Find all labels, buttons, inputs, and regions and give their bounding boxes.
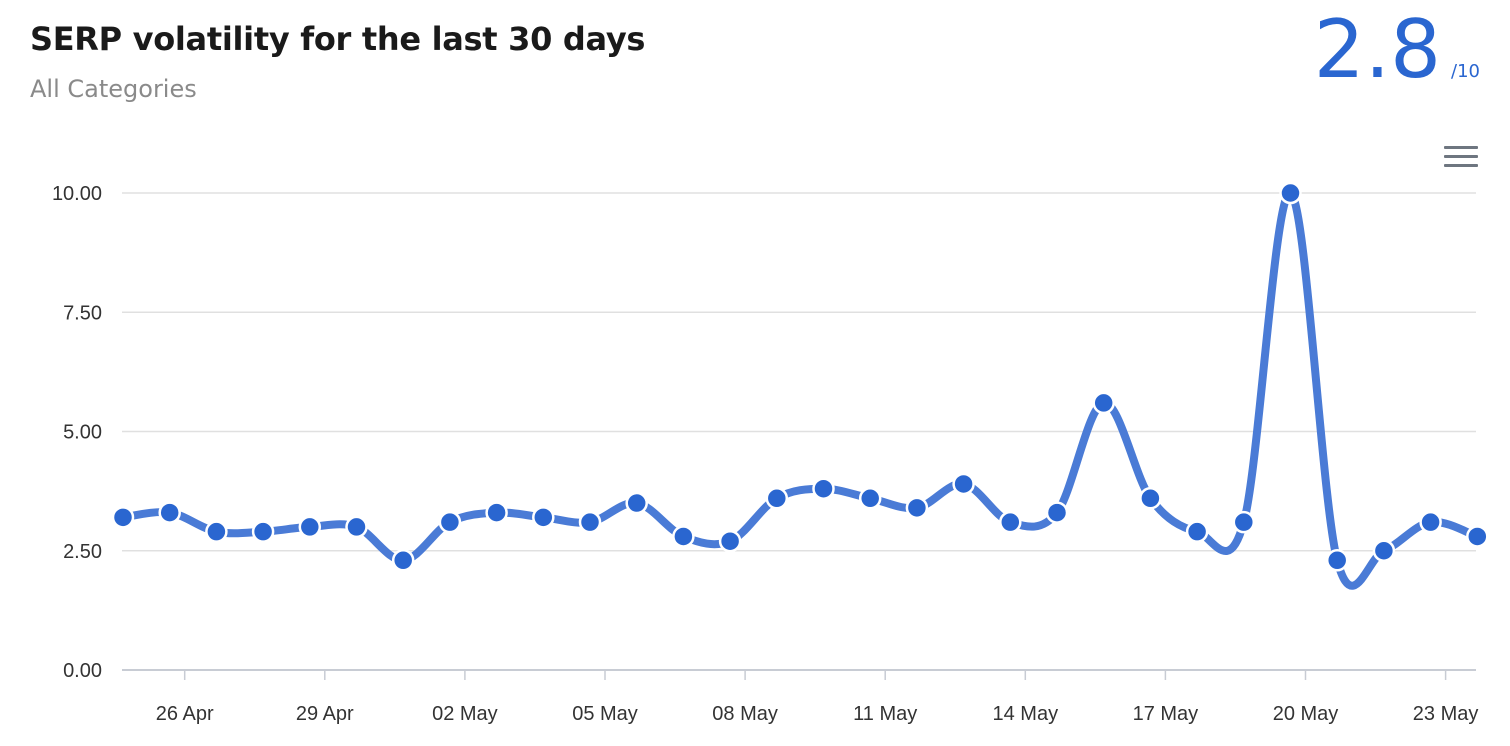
data-point <box>1185 520 1209 543</box>
chart-title: SERP volatility for the last 30 days <box>30 20 646 58</box>
x-tick-label: 08 May <box>712 703 778 725</box>
hamburger-menu-icon[interactable] <box>1444 146 1478 170</box>
y-tick-label: 0.00 <box>63 660 102 682</box>
data-point <box>1325 549 1349 572</box>
data-point <box>999 510 1022 534</box>
data-point <box>532 506 555 529</box>
x-tick-label: 20 May <box>1273 703 1339 725</box>
data-point <box>578 510 602 534</box>
data-point <box>672 525 695 548</box>
data-point <box>1045 501 1069 524</box>
x-tick-label: 02 May <box>432 703 498 725</box>
y-tick-label: 7.50 <box>63 302 102 324</box>
data-point <box>1419 510 1442 534</box>
score-value: 2.8 <box>1313 3 1442 96</box>
data-point <box>952 472 975 496</box>
score-max: /10 <box>1451 61 1480 82</box>
data-point <box>1279 181 1302 205</box>
data-point <box>485 501 508 524</box>
x-tick-label: 23 May <box>1413 703 1479 725</box>
data-point <box>905 496 929 520</box>
data-point <box>345 515 368 539</box>
data-point <box>1232 510 1256 534</box>
data-point <box>111 506 135 529</box>
data-point <box>1092 391 1115 415</box>
category-label: All Categories <box>30 75 197 103</box>
x-tick-label: 11 May <box>853 703 917 725</box>
data-point <box>765 487 789 510</box>
data-point <box>158 501 181 524</box>
x-tick-label: 26 Apr <box>156 703 214 725</box>
y-tick-label: 2.50 <box>63 541 102 563</box>
y-tick-label: 10.00 <box>52 183 102 205</box>
data-point <box>251 520 275 543</box>
data-point <box>718 529 742 553</box>
x-tick-label: 05 May <box>572 703 638 725</box>
series-line <box>119 188 1482 590</box>
data-point <box>298 515 322 539</box>
data-point <box>1372 539 1396 562</box>
data-point <box>205 520 228 543</box>
data-point <box>1466 525 1489 548</box>
x-tick-label: 29 Apr <box>296 703 354 725</box>
data-point <box>812 477 835 500</box>
x-tick-label: 17 May <box>1133 703 1199 725</box>
data-point <box>391 549 415 572</box>
x-tick-label: 14 May <box>993 703 1059 725</box>
data-point <box>625 491 648 515</box>
data-point <box>1139 487 1162 510</box>
data-point <box>858 487 882 510</box>
y-tick-label: 5.00 <box>63 422 102 444</box>
volatility-score: 2.8 /10 <box>1314 10 1480 90</box>
data-point <box>438 510 462 534</box>
